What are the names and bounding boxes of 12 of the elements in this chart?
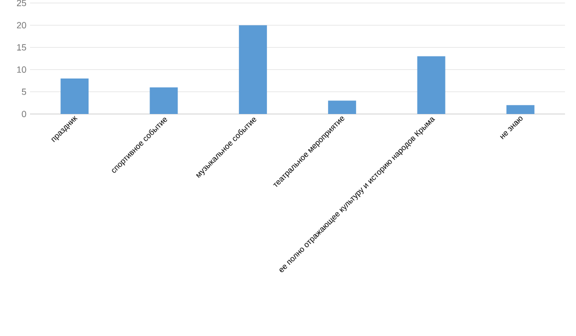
bar xyxy=(60,78,89,114)
y-tick-label: 25 xyxy=(16,0,26,6)
y-tick-label: 20 xyxy=(16,22,26,28)
bar xyxy=(506,105,534,114)
bar xyxy=(238,25,267,114)
y-tick-label: 10 xyxy=(17,66,26,73)
y-tick-label: 0 xyxy=(22,110,26,118)
y-tick-label: 5 xyxy=(22,88,26,95)
bar xyxy=(417,56,446,114)
bar xyxy=(150,87,178,114)
y-tick-label: 15 xyxy=(17,44,26,51)
bar xyxy=(328,100,356,114)
